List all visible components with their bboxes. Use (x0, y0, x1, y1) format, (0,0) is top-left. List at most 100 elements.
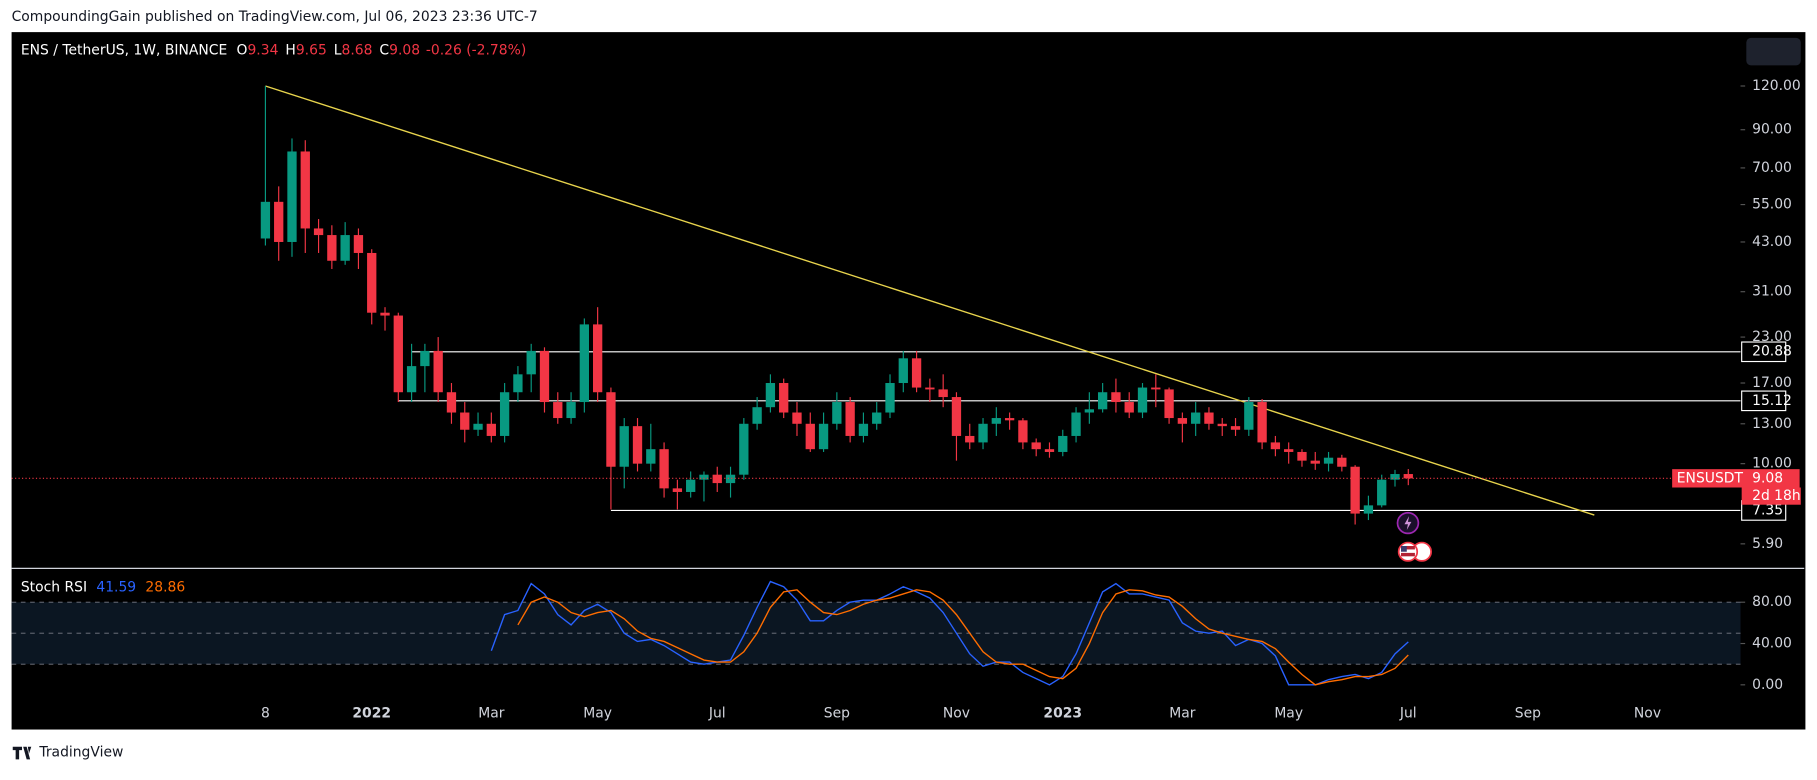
stoch-line (490, 580, 1409, 686)
y-tick-label: 40.00 (1752, 636, 1792, 652)
candle-body (765, 383, 776, 408)
candle-body (406, 366, 417, 393)
candle-body (393, 315, 403, 393)
candle-body (566, 402, 576, 419)
candle-body (699, 474, 709, 480)
candle-body (1097, 392, 1108, 410)
x-tick-label: Nov (1634, 706, 1661, 722)
ohlc-key: L (334, 43, 342, 59)
symbol-legend: ENS / TetherUS, 1W, BINANCE O9.34 H9.65 L8.… (21, 43, 526, 59)
candle-body (274, 201, 284, 242)
candle-body (300, 151, 310, 229)
candle-body (739, 423, 749, 475)
candle-body (1177, 418, 1188, 424)
y-tick-label: 55.00 (1752, 197, 1792, 213)
candle-body (938, 389, 948, 398)
candle-body (1297, 451, 1307, 461)
x-tick-label: Sep (824, 706, 850, 722)
candle-body (539, 350, 550, 403)
x-tick-label: 2022 (352, 706, 391, 722)
candle-body (1217, 423, 1227, 427)
candle-body (885, 383, 895, 413)
candle-body (1044, 449, 1055, 452)
candle-body (499, 392, 510, 436)
candle-body (1164, 389, 1174, 419)
candle-body (951, 397, 962, 436)
candle-body (1137, 387, 1148, 413)
publish-header: CompoundingGain published on TradingView… (12, 9, 538, 25)
ohlc-key: C (379, 43, 389, 59)
candle-body (327, 235, 337, 261)
candle-body (712, 474, 722, 484)
countdown: 2d 18h (1752, 488, 1801, 504)
toolbar-button[interactable] (1746, 37, 1801, 66)
ohlc-value: 9.08 (389, 43, 420, 59)
candle-body (1058, 435, 1068, 452)
candle-body (380, 312, 390, 316)
y-tick-label: 70.00 (1752, 160, 1792, 176)
candle-body (1337, 457, 1347, 467)
level-label: 15.12 (1752, 393, 1792, 409)
ohlc-value: 9.65 (296, 43, 327, 59)
candle-body (686, 479, 696, 492)
x-tick-label: Jul (1399, 706, 1417, 722)
y-tick-label: 10.00 (1752, 456, 1792, 472)
level-label-box (1741, 390, 1787, 412)
ohlc-key: O (237, 43, 248, 59)
candle-body (1403, 474, 1413, 479)
candle-body (925, 387, 935, 390)
x-tick-label: Nov (943, 706, 970, 722)
candle-body (978, 423, 988, 443)
change-value: -0.26 (-2.78%) (426, 43, 526, 59)
candle-body (1018, 420, 1028, 443)
y-tick-label: 17.00 (1752, 375, 1792, 391)
candle-body (965, 435, 975, 443)
x-tick-label: Sep (1515, 706, 1541, 722)
flag-stripe (1400, 546, 1415, 550)
candle-body (991, 418, 1001, 424)
candle-body (1270, 442, 1281, 450)
stoch-line (517, 589, 1409, 686)
y-tick-label: 13.00 (1752, 416, 1792, 432)
candle-body (473, 423, 483, 430)
candle-body (526, 350, 536, 375)
candle-body (1390, 474, 1400, 480)
candle-body (659, 449, 669, 489)
candle-body (1084, 409, 1094, 413)
candle-body (433, 350, 443, 393)
lightning-glyph (1404, 516, 1412, 530)
candle-body (898, 358, 908, 384)
candle-body (606, 392, 616, 467)
candle-body (420, 350, 430, 367)
ohlc-key: H (285, 43, 295, 59)
y-tick-label: 90.00 (1752, 122, 1792, 138)
x-tick-label: May (1274, 706, 1303, 722)
y-tick-label: 23.00 (1752, 329, 1792, 345)
event-icons (1396, 511, 1432, 562)
candle-body (1244, 402, 1254, 430)
candle-body (779, 383, 789, 413)
candle-body (818, 423, 829, 450)
candle-body (1071, 412, 1081, 436)
indicator-value: 28.86 (145, 579, 185, 595)
candle-body (313, 228, 324, 236)
candle-body (513, 374, 523, 393)
candle-body (646, 449, 656, 464)
candle-body (460, 412, 470, 430)
candle-body (672, 488, 683, 492)
footer-brand: TradingView (38, 745, 123, 761)
ohlc-value: 9.34 (247, 43, 278, 59)
last-price-value: 9.08 (1752, 470, 1783, 486)
y-tick-label: 43.00 (1752, 234, 1792, 250)
candle-body (792, 412, 802, 424)
candle-body (1191, 412, 1201, 424)
y-tick-label: 31.00 (1752, 284, 1792, 300)
candle-body (619, 426, 629, 467)
indicator-title: Stoch RSI (21, 579, 87, 595)
level-label-box (1741, 341, 1787, 363)
y-tick-label: 120.00 (1752, 78, 1801, 94)
y-tick-label: 80.00 (1752, 594, 1792, 610)
candle-body (260, 201, 271, 239)
candle-body (1284, 449, 1294, 452)
y-tick-label: 5.90 (1752, 536, 1783, 552)
